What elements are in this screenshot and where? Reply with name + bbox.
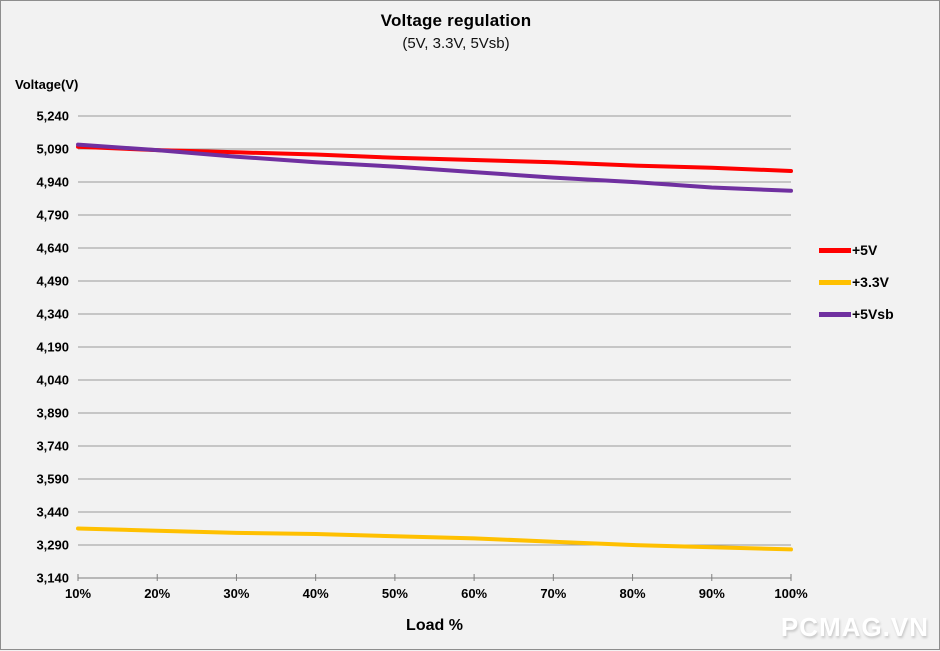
y-tick-label: 4,490 xyxy=(36,274,69,289)
y-axis-title: Voltage(V) xyxy=(15,77,79,92)
legend-item-3v3: +3.3V xyxy=(819,266,894,298)
x-tick-label: 90% xyxy=(699,586,725,601)
x-tick-label: 70% xyxy=(540,586,566,601)
x-axis-title: Load % xyxy=(406,617,463,634)
chart-subtitle: (5V, 3.3V, 5Vsb) xyxy=(402,35,510,52)
legend-swatch-5vsb xyxy=(819,311,851,317)
x-tick-label: 80% xyxy=(620,586,646,601)
y-tick-label: 3,290 xyxy=(36,538,69,553)
y-tick-label: 4,190 xyxy=(36,340,69,355)
watermark: PCMAG.VN xyxy=(780,612,929,642)
legend-swatch-5v xyxy=(819,247,851,253)
y-tick-label: 3,440 xyxy=(36,505,69,520)
x-tick-label: 10% xyxy=(65,586,91,601)
y-tick-label: 4,790 xyxy=(36,208,69,223)
series-line-5v xyxy=(76,144,793,173)
legend: +5V +3.3V +5Vsb xyxy=(819,234,894,330)
legend-label-5v: +5V xyxy=(852,242,878,258)
y-tick-label: 3,140 xyxy=(36,571,69,586)
x-tick-label: 20% xyxy=(144,586,170,601)
x-tick-label: 100% xyxy=(774,586,808,601)
y-tick-label: 3,890 xyxy=(36,406,69,421)
series-line-5vsb xyxy=(76,142,793,193)
x-tick-label: 40% xyxy=(303,586,329,601)
series-line-33v xyxy=(76,526,793,552)
y-tick-label: 4,040 xyxy=(36,373,69,388)
x-tick-label: 50% xyxy=(382,586,408,601)
legend-label-5vsb: +5Vsb xyxy=(852,306,894,322)
chart-title: Voltage regulation xyxy=(380,11,532,30)
x-tick-label: 60% xyxy=(461,586,487,601)
y-tick-label: 5,240 xyxy=(36,109,69,124)
legend-item-5v: +5V xyxy=(819,234,894,266)
y-tick-label: 4,940 xyxy=(36,175,69,190)
y-tick-label: 4,640 xyxy=(36,241,69,256)
x-tick-label: 30% xyxy=(223,586,249,601)
y-tick-label: 5,090 xyxy=(36,142,69,157)
y-tick-label: 4,340 xyxy=(36,307,69,322)
y-tick-label: 3,590 xyxy=(36,472,69,487)
y-tick-label: 3,740 xyxy=(36,439,69,454)
legend-item-5vsb: +5Vsb xyxy=(819,298,894,330)
legend-swatch-3v3 xyxy=(819,279,851,285)
legend-label-3v3: +3.3V xyxy=(852,274,889,290)
